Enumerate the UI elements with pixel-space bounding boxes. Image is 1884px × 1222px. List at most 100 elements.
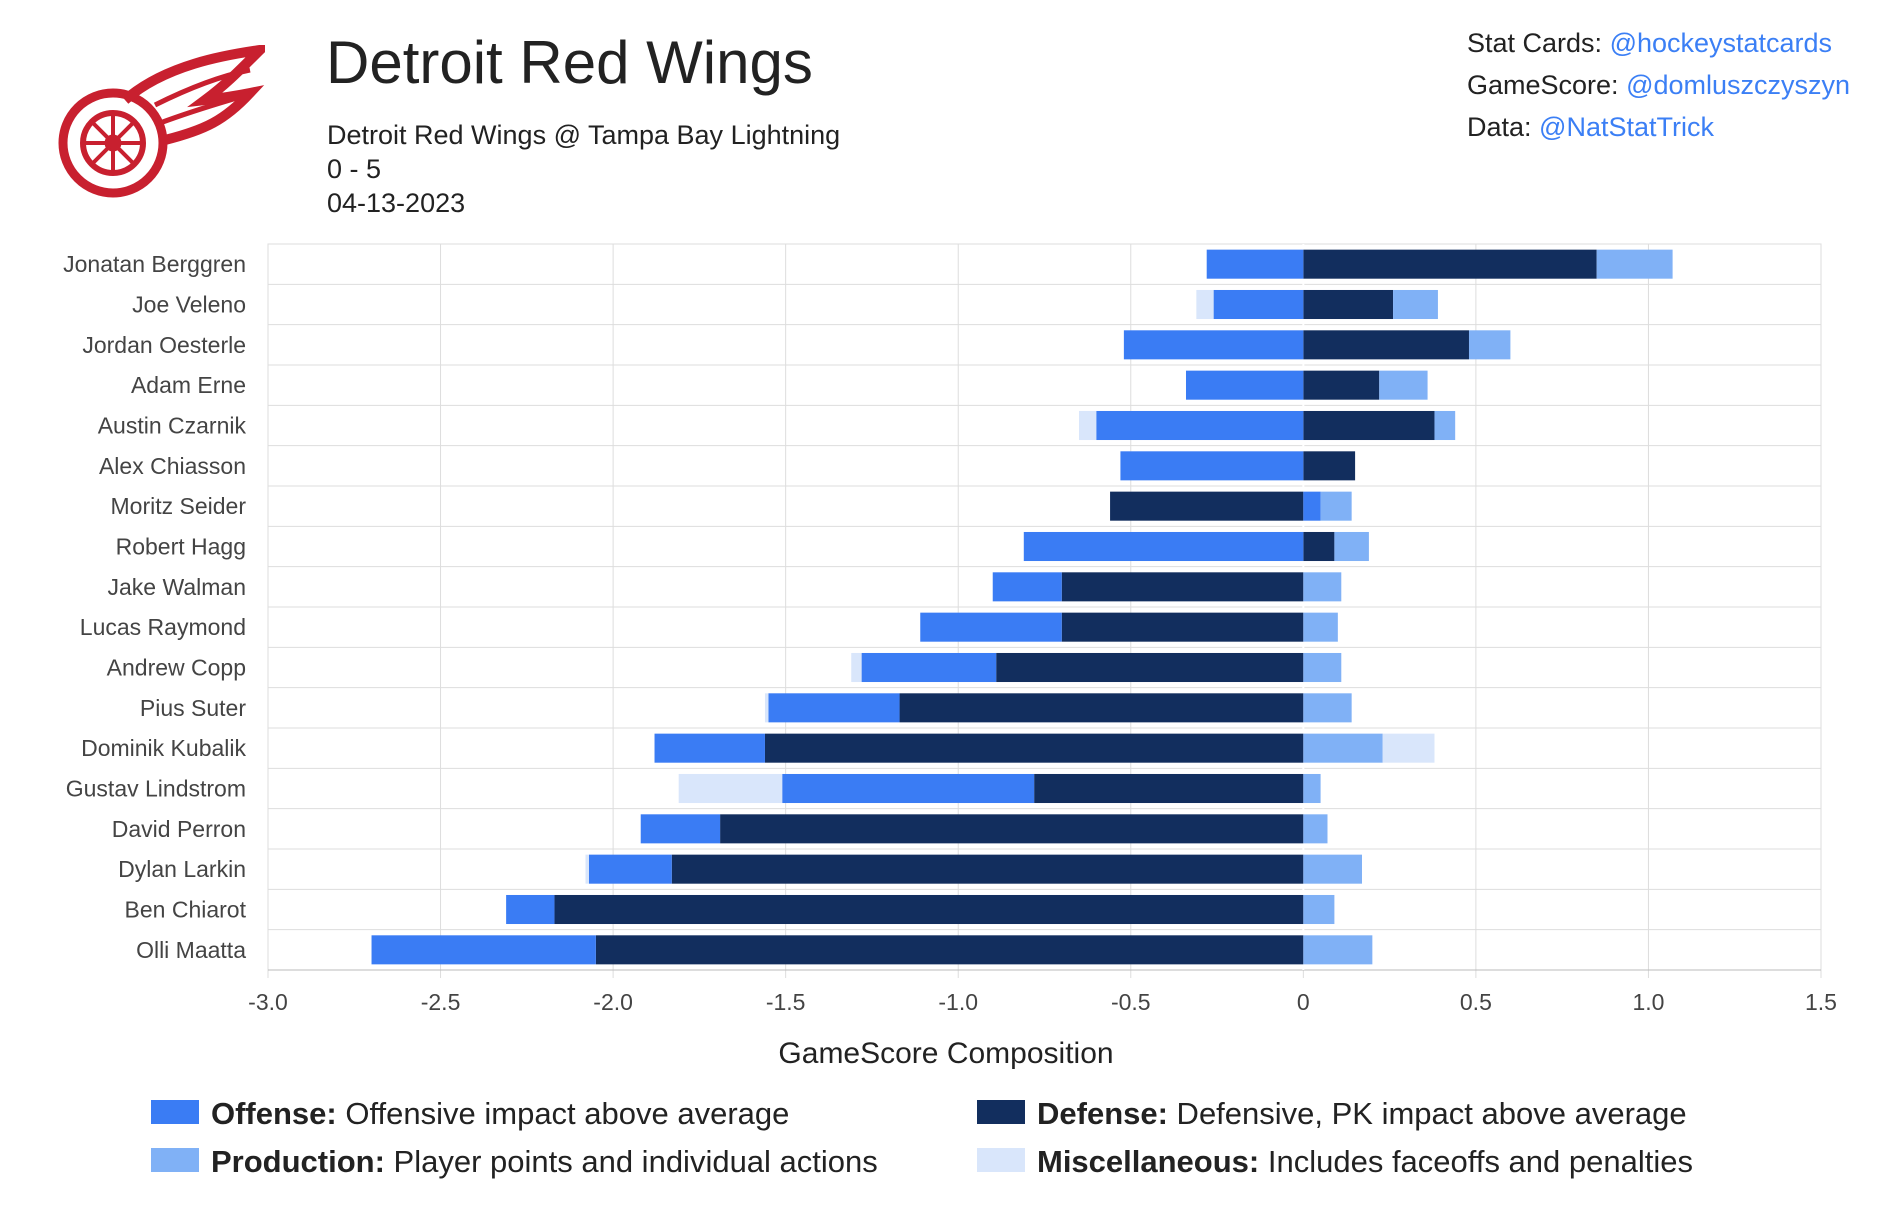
legend-desc: Offensive impact above average: [336, 1096, 790, 1131]
bar-offense: [640, 814, 721, 844]
bar-offense: [782, 773, 1035, 804]
player-label: Robert Hagg: [116, 534, 246, 560]
legend-name: Miscellaneous:: [1037, 1144, 1260, 1179]
player-label: Jonatan Berggren: [63, 251, 246, 277]
bar-offense: [920, 612, 1062, 642]
x-tick-label: -2.0: [593, 989, 633, 1015]
credit-label: Stat Cards:: [1467, 28, 1610, 58]
bar-defense: [1034, 773, 1304, 804]
legend-name: Production:: [211, 1144, 385, 1179]
credit-label: Data:: [1467, 112, 1540, 142]
legend-swatch: [151, 1147, 199, 1172]
player-label: Gustav Lindstrom: [66, 776, 246, 802]
player-label: Ben Chiarot: [125, 897, 247, 923]
bar-production: [1334, 531, 1369, 562]
bar-defense: [1303, 249, 1597, 279]
bar-production: [1468, 330, 1511, 360]
x-axis-label: GameScore Composition: [778, 1037, 1113, 1070]
bar-production: [1434, 410, 1456, 441]
bar-defense: [1061, 572, 1304, 602]
player-label: Alex Chiasson: [99, 453, 246, 479]
bar-defense: [899, 693, 1304, 723]
bar-misc: [1079, 410, 1097, 441]
x-tick-label: 1.5: [1805, 989, 1837, 1015]
red-wings-logo: [58, 45, 265, 198]
bar-defense: [1303, 531, 1335, 562]
legend-swatch: [977, 1147, 1025, 1172]
bar-production: [1303, 733, 1383, 763]
x-tick-label: 0: [1297, 989, 1310, 1015]
bar-defense: [1303, 451, 1356, 481]
bar-defense: [1303, 370, 1380, 400]
credit-label: GameScore:: [1467, 70, 1627, 100]
bar-offense: [1096, 410, 1304, 441]
bar-defense: [1303, 289, 1394, 320]
bar-misc: [764, 693, 769, 723]
bar-offense: [1023, 531, 1304, 562]
legend-defense: Defense: Defensive, PK impact above aver…: [977, 1096, 1687, 1132]
legend-desc: Defensive, PK impact above average: [1167, 1096, 1687, 1131]
legend-misc: Miscellaneous: Includes faceoffs and pen…: [977, 1144, 1693, 1180]
bar-offense: [768, 693, 900, 723]
player-label: Andrew Copp: [107, 655, 246, 681]
player-label: Jordan Oesterle: [82, 332, 246, 358]
bar-production: [1596, 249, 1673, 279]
gamescore-chart: -3.0 -2.5 -2.0 -1.5 -1.0 -0.5 0 0.5 1.0 1.5 Jonata…: [63, 243, 1837, 1070]
bar-misc: [1196, 289, 1214, 320]
bar-defense: [671, 854, 1304, 884]
player-label: Olli Maatta: [136, 937, 246, 963]
bar-defense: [554, 894, 1304, 925]
credit-data: Data: @NatStatTrick: [1467, 112, 1714, 143]
bar-production: [1379, 370, 1428, 400]
bar-offense: [1303, 491, 1321, 521]
legend-swatch: [977, 1099, 1025, 1124]
page-title: Detroit Red Wings: [326, 29, 813, 96]
credit-link[interactable]: @NatStatTrick: [1539, 112, 1714, 142]
bar-production: [1303, 693, 1352, 723]
bar-offense: [1123, 330, 1304, 360]
x-tick-label: -0.5: [1111, 989, 1151, 1015]
bar-defense: [595, 935, 1304, 965]
player-label: Jake Walman: [108, 574, 246, 600]
bar-defense: [1303, 330, 1469, 360]
legend-name: Offense:: [211, 1096, 337, 1131]
bar-offense: [1206, 249, 1304, 279]
bar-defense: [720, 814, 1304, 844]
x-tick-label: -1.0: [938, 989, 978, 1015]
bar-production: [1303, 572, 1342, 602]
bar-production: [1303, 612, 1338, 642]
credit-link[interactable]: @domluszczyszyn: [1626, 70, 1851, 100]
x-tick-label: 0.5: [1460, 989, 1492, 1015]
player-label: Dylan Larkin: [118, 856, 246, 882]
player-label: Austin Czarnik: [98, 413, 247, 439]
bar-production: [1303, 814, 1328, 844]
bar-offense: [506, 894, 555, 925]
bar-production: [1303, 854, 1363, 884]
player-label: Pius Suter: [140, 695, 246, 721]
legend-name: Defense:: [1037, 1096, 1168, 1131]
bar-offense: [861, 652, 997, 683]
bar-misc: [1382, 733, 1435, 763]
bar-misc: [851, 652, 862, 683]
player-label: Adam Erne: [131, 372, 246, 398]
game-date: 04-13-2023: [327, 188, 466, 218]
bar-offense: [654, 733, 765, 763]
bar-offense: [1185, 370, 1304, 400]
bar-production: [1303, 652, 1342, 683]
final-score: 0 - 5: [327, 154, 382, 184]
player-label: Lucas Raymond: [80, 614, 246, 640]
bar-offense: [1120, 451, 1304, 481]
credit-link[interactable]: @hockeystatcards: [1609, 28, 1833, 58]
bar-defense: [764, 733, 1304, 763]
bar-production: [1393, 289, 1438, 320]
bar-misc: [585, 854, 589, 884]
matchup: Detroit Red Wings @ Tampa Bay Lightning: [327, 120, 841, 150]
bar-offense: [992, 572, 1062, 602]
x-tick-label: 1.0: [1632, 989, 1664, 1015]
legend-desc: Includes faceoffs and penalties: [1259, 1144, 1693, 1179]
bar-offense: [371, 935, 596, 965]
player-label: Dominik Kubalik: [81, 735, 246, 761]
bar-offense: [588, 854, 672, 884]
bar-defense: [1061, 612, 1304, 642]
